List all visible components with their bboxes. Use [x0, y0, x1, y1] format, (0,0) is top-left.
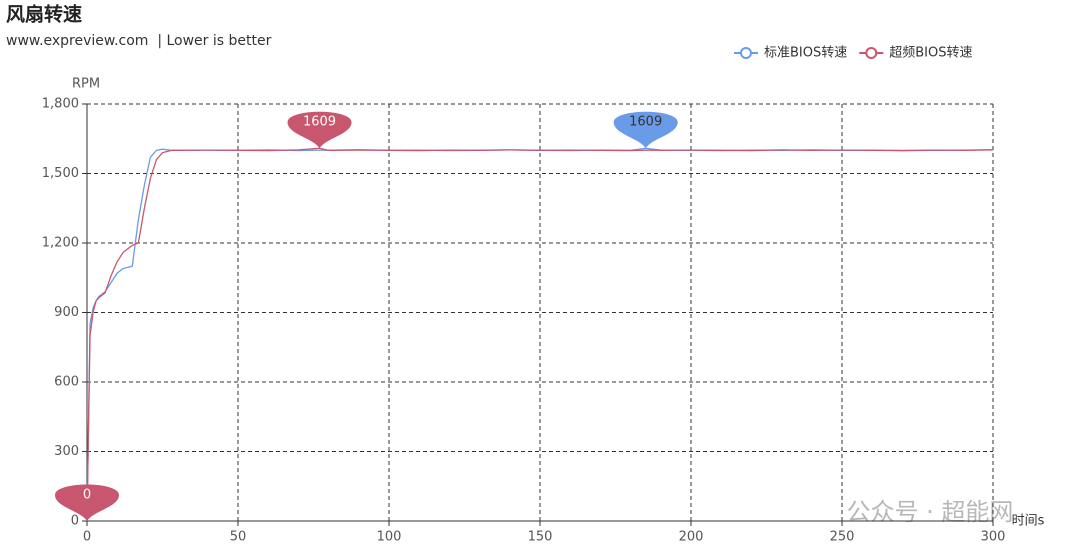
legend-item: 超频BIOS转速: [859, 46, 973, 61]
series-line: [86, 147, 994, 522]
y-tick-label: 600: [54, 375, 79, 390]
x-tick-label: 250: [830, 530, 855, 545]
y-tick-label: 1,800: [42, 97, 79, 112]
y-tick-label: 1,200: [42, 236, 79, 251]
x-axis-label: 时间s: [1012, 514, 1045, 529]
mark-pin: [55, 484, 119, 521]
legend-swatch: [740, 47, 752, 59]
mark-label: 1609: [303, 115, 336, 130]
watermark: 公众号 · 超能网: [847, 498, 1014, 526]
legend-label: 超频BIOS转速: [889, 46, 972, 61]
chart-subtitle: www.expreview.com | Lower is better: [6, 33, 272, 49]
legend-label: 标准BIOS转速: [764, 46, 847, 61]
x-tick-label: 100: [377, 530, 402, 545]
x-tick-label: 150: [528, 530, 553, 545]
y-tick-label: 900: [54, 305, 79, 320]
x-tick-label: 300: [981, 530, 1006, 545]
y-axis-label: RPM: [72, 77, 100, 92]
y-tick-label: 300: [54, 444, 79, 459]
legend-swatch: [865, 47, 878, 59]
y-tick-label: 1,500: [42, 166, 79, 181]
mark-label: 1609: [629, 115, 662, 130]
x-tick-label: 50: [230, 530, 247, 545]
chart-title: 风扇转速: [6, 3, 82, 26]
mark-label: 0: [83, 488, 91, 503]
x-tick-label: 0: [83, 530, 91, 545]
legend-item: 标准BIOS转速: [734, 46, 847, 61]
x-tick-label: 200: [679, 530, 704, 545]
mark-pin: [613, 111, 678, 149]
mark-pin: [287, 111, 352, 149]
y-tick-label: 0: [71, 514, 79, 529]
